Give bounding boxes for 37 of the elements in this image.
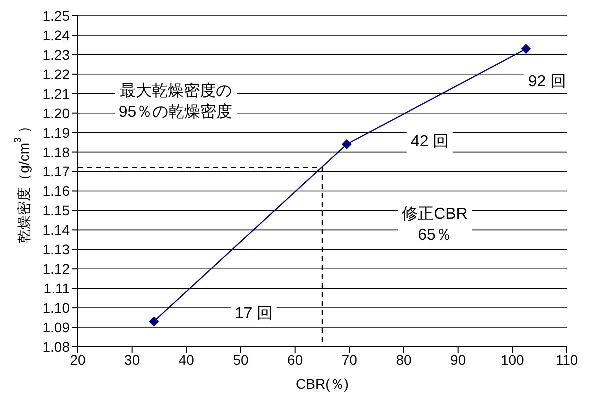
y-tick-label: 1.19 <box>42 124 70 141</box>
x-tick-label: 20 <box>70 352 86 368</box>
x-tick-label: 90 <box>450 352 466 368</box>
annotation: 42 回 <box>406 130 454 154</box>
annotation: 92 回 <box>524 70 571 94</box>
x-tick-label: 60 <box>288 352 304 368</box>
y-tick-label: 1.09 <box>42 320 70 336</box>
x-axis-title: CBR(％) <box>296 376 349 392</box>
y-tick-label: 1.10 <box>42 300 70 316</box>
annotation: 最大乾燥密度の 95％の乾燥密度 <box>114 80 237 124</box>
x-tick-label: 100 <box>500 352 525 368</box>
x-tick-label: 110 <box>556 352 578 368</box>
point <box>342 140 352 150</box>
point <box>521 44 532 54</box>
x-tick-label: 70 <box>342 352 358 368</box>
annotation: 修正CBR 65％ <box>398 202 472 247</box>
y-tick-label: 1.16 <box>42 183 70 200</box>
y-tick-label: 1.21 <box>42 86 70 102</box>
y-tick-label: 1.08 <box>42 338 70 355</box>
point <box>149 316 160 327</box>
y-tick-label: 1.25 <box>42 8 70 24</box>
y-tick-label: 1.18 <box>42 144 70 160</box>
x-tick-label: 40 <box>178 352 195 368</box>
y-tick-label: 1.22 <box>42 66 70 82</box>
x-tick-label: 50 <box>233 352 249 368</box>
y-tick-label: 1.14 <box>42 222 70 238</box>
x-tick-label: 30 <box>124 352 140 368</box>
x-tick-label: 80 <box>396 352 412 368</box>
y-tick-label: 1.20 <box>42 105 70 122</box>
y-tick-label: 1.12 <box>42 261 70 278</box>
y-tick-label: 1.23 <box>42 46 70 63</box>
annotation: 17 回 <box>230 302 278 326</box>
y-tick-label: 1.24 <box>42 27 70 44</box>
y-tick-label: 1.13 <box>42 242 70 258</box>
y-tick-label: 1.15 <box>42 202 70 219</box>
y-tick-label: 1.17 <box>42 164 70 180</box>
y-tick-label: 1.11 <box>44 280 70 297</box>
